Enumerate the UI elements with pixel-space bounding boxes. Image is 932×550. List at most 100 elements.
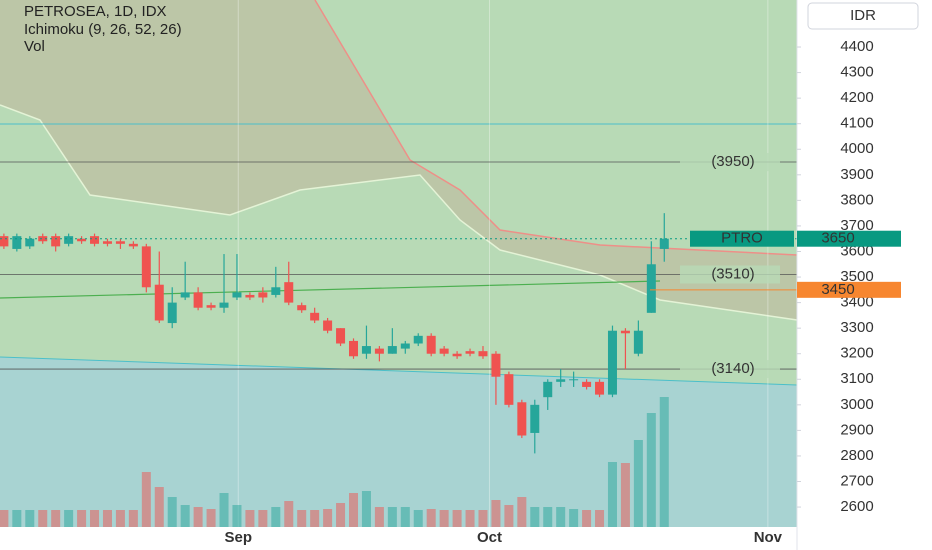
volume-bar: [659, 397, 669, 527]
x-tick-label: Sep: [225, 529, 253, 546]
level-label-bg: [680, 153, 780, 172]
candle-body: [64, 236, 74, 244]
volume-bar: [530, 507, 540, 527]
volume-bar: [607, 462, 617, 527]
candle-body: [349, 340, 359, 357]
volume-bar: [245, 510, 255, 527]
currency-button[interactable]: [807, 2, 919, 30]
level-label-bg: [680, 360, 780, 379]
volume-bar: [180, 505, 190, 527]
y-tick-label: 3100: [840, 370, 873, 387]
price-axis: [797, 0, 932, 550]
volume-bar: [478, 510, 488, 527]
volume-bar: [517, 497, 527, 527]
candle-body: [620, 330, 630, 334]
volume-bar: [504, 505, 514, 527]
candle-body: [361, 346, 371, 354]
volume-bar: [387, 507, 397, 527]
time-axis: [0, 527, 932, 550]
volume-bar: [102, 510, 112, 527]
volume-bar: [400, 507, 410, 527]
candle-body: [0, 236, 9, 247]
symbol-tag: [690, 230, 794, 247]
candle-body: [556, 379, 566, 382]
volume-bar: [556, 507, 566, 527]
indicator-label: Ichimoku (9, 26, 52, 26): [24, 21, 182, 38]
volume-bar: [569, 509, 579, 527]
grid: (3950) (3510) (3140): [0, 0, 797, 527]
volume-bar: [90, 510, 100, 527]
axes: Sep Oct Nov 2600 2700 2800 2900 3000 3100 3200 330…: [225, 38, 901, 546]
candle-body: [478, 351, 488, 357]
candle-body: [400, 343, 410, 349]
volume-bar: [361, 491, 371, 527]
volume-bar: [426, 509, 436, 527]
level-label: (3950): [711, 153, 754, 170]
price-tag-label: 3450: [821, 281, 854, 298]
candle-body: [633, 330, 643, 354]
candle-body: [90, 236, 100, 244]
candle-body: [569, 379, 579, 381]
y-tick-label: 4200: [840, 89, 873, 106]
volume-bar: [154, 487, 164, 527]
candle-body: [297, 305, 307, 311]
y-tick-label: 4400: [840, 38, 873, 55]
candle-body: [128, 243, 138, 247]
volume-bar: [167, 497, 177, 527]
level-label: (3140): [711, 360, 754, 377]
candle-body: [517, 402, 527, 436]
candle-body: [582, 381, 592, 387]
volume-bar: [633, 440, 643, 527]
candle-body: [439, 348, 449, 354]
y-tick-label: 3700: [840, 217, 873, 234]
volume-bar: [452, 510, 462, 527]
candle-body: [387, 346, 397, 354]
candle-body: [271, 287, 281, 295]
candle-body: [491, 353, 501, 377]
currency[interactable]: IDR: [850, 7, 876, 24]
candle-body: [413, 335, 423, 344]
volume-bar: [232, 505, 242, 527]
candle-body: [607, 330, 617, 395]
volume-bar: [336, 503, 346, 527]
volume-bar: [258, 510, 268, 527]
volume-bar: [465, 510, 475, 527]
candle-body: [115, 241, 125, 244]
x-tick-label: Oct: [477, 529, 502, 546]
candle-body: [310, 312, 320, 321]
candle-body: [659, 238, 669, 249]
candle-body: [646, 264, 656, 313]
volume-bar: [12, 510, 22, 527]
candle-body: [374, 348, 384, 354]
volume-bar: [543, 507, 553, 527]
candle-body: [245, 294, 255, 298]
y-tick-label: 3200: [840, 345, 873, 362]
candle-body: [51, 236, 61, 247]
candle-body: [530, 404, 540, 433]
y-tick-label: 3500: [840, 268, 873, 285]
candle-body: [154, 284, 164, 321]
volume-bar: [64, 510, 74, 527]
y-tick-label: 3300: [840, 319, 873, 336]
trend-line: [0, 356, 798, 386]
volume-bar: [206, 509, 216, 527]
candle-body: [180, 292, 190, 298]
candle-body: [336, 328, 346, 344]
y-tick-label: 2900: [840, 421, 873, 438]
volume-bar: [0, 510, 9, 527]
volume-bar: [646, 413, 656, 527]
candle-body: [323, 320, 333, 331]
candle-body: [504, 374, 514, 405]
candle-body: [193, 292, 203, 308]
level-label: (3510): [711, 265, 754, 282]
symbol-tag-label: PTRO: [721, 230, 763, 247]
volume-bar: [491, 500, 501, 527]
volume-bar: [193, 507, 203, 527]
candle-body: [102, 241, 112, 244]
volume-bar: [271, 507, 281, 527]
volume-bar: [77, 510, 87, 527]
volume-bar: [284, 501, 294, 527]
price-tag-label: 3650: [821, 230, 854, 247]
y-tick-label: 3000: [840, 396, 873, 413]
